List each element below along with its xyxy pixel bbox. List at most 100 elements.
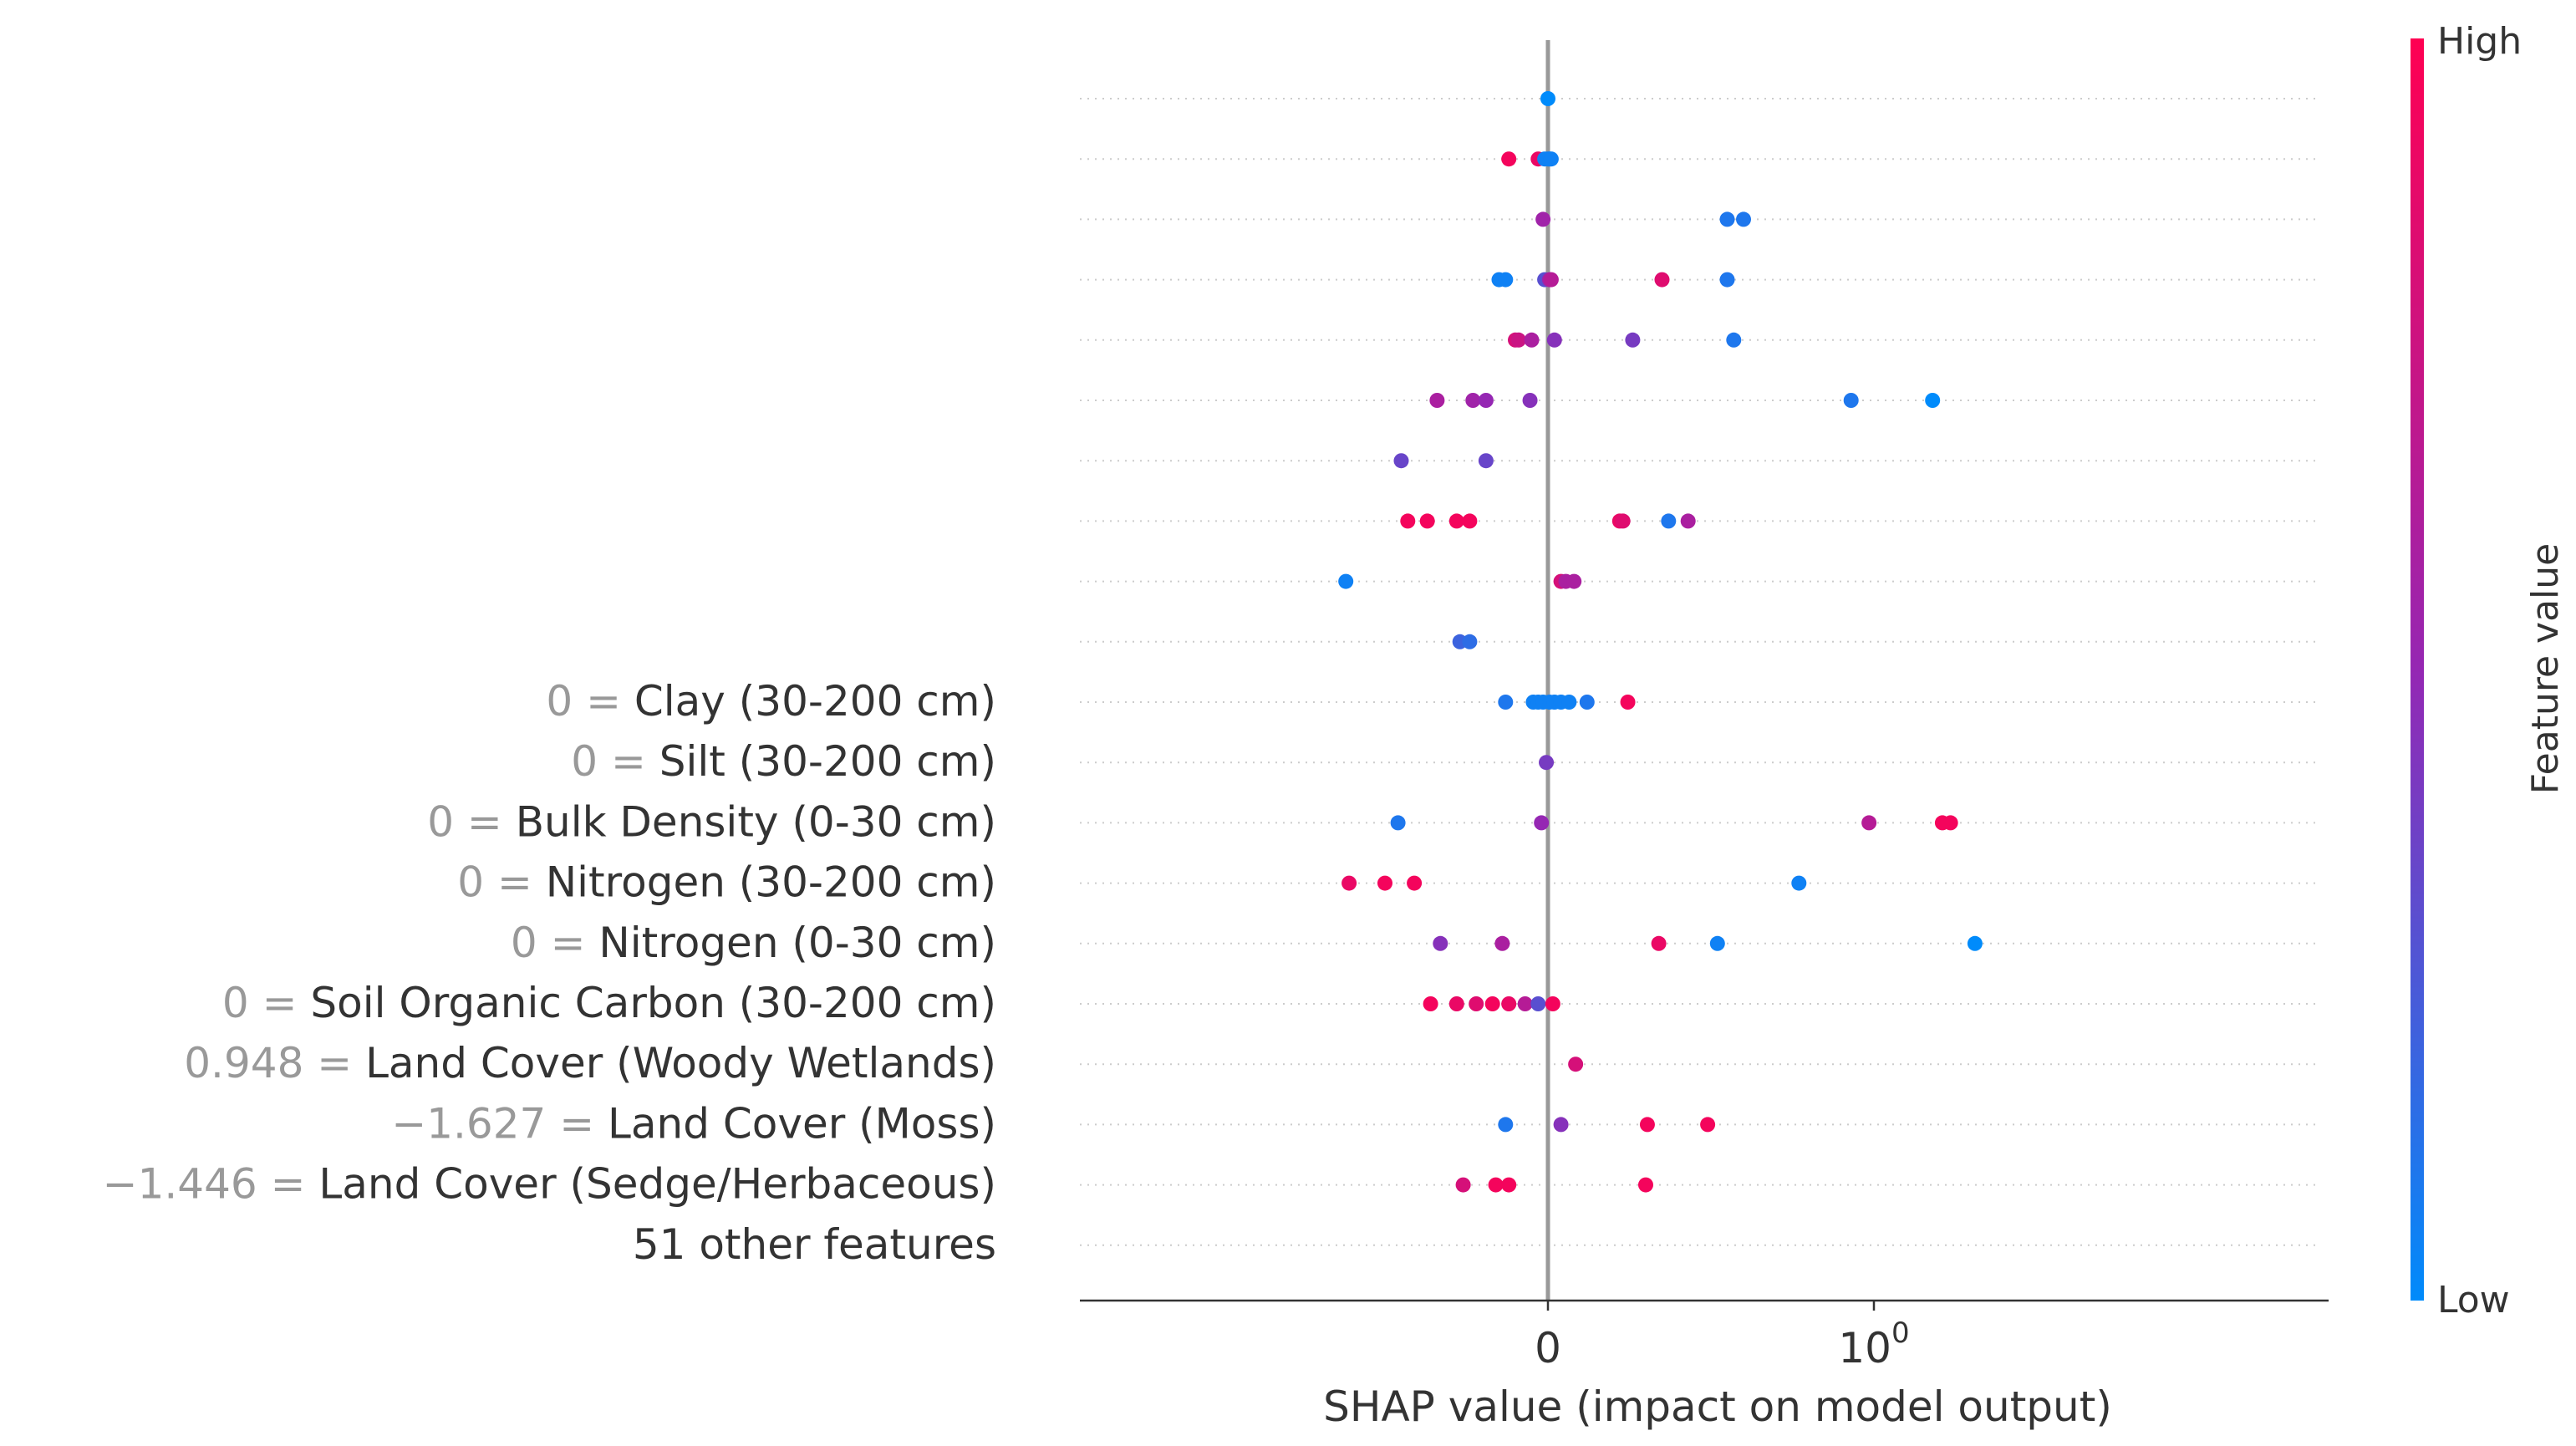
x-axis-label: SHAP value (impact on model output)	[1323, 1382, 2112, 1431]
feature-value: 0 =	[546, 677, 634, 726]
shap-point	[1462, 634, 1478, 649]
shap-point	[1546, 332, 1562, 348]
shap-point	[1484, 996, 1500, 1011]
shap-point	[1615, 513, 1631, 529]
feature-value: 0 =	[222, 979, 311, 1027]
colorbar-low-label: Low	[2437, 1279, 2510, 1321]
colorbar-title: Feature value	[2524, 543, 2567, 794]
feature-value: 0 =	[457, 858, 546, 907]
feature-label: 0 = Soil Organic Carbon (30-200 cm)	[222, 979, 996, 1027]
colorbar: High Low Feature value	[2411, 20, 2567, 1321]
feature-name: Nitrogen (30-200 cm)	[546, 858, 996, 907]
shap-point	[1736, 211, 1751, 227]
shap-point	[1448, 513, 1464, 529]
feature-value: −1.627 =	[391, 1099, 608, 1148]
shap-point	[1540, 91, 1555, 106]
feature-name: Land Cover (Woody Wetlands)	[365, 1039, 996, 1087]
shap-point	[1539, 755, 1555, 771]
feature-label: −1.446 = Land Cover (Sedge/Herbaceous)	[103, 1160, 996, 1209]
shap-point	[1423, 996, 1438, 1011]
shap-point	[1654, 272, 1670, 288]
shap-point	[1543, 151, 1559, 167]
shap-point	[1498, 1117, 1514, 1133]
shap-point	[1524, 332, 1540, 348]
row-gridlines	[1080, 98, 2320, 1246]
shap-point	[1535, 211, 1551, 227]
shap-point	[1651, 935, 1667, 951]
feature-name: Land Cover (Moss)	[608, 1099, 996, 1148]
shap-point	[1498, 272, 1514, 288]
shap-point	[1465, 393, 1481, 408]
shap-point	[1338, 573, 1354, 589]
colorbar-high-label: High	[2437, 20, 2522, 63]
feature-value: 0 =	[511, 919, 599, 967]
shap-point	[1561, 695, 1577, 710]
shap-point	[1661, 513, 1677, 529]
shap-point	[1478, 393, 1494, 408]
shap-point	[1517, 996, 1533, 1011]
shap-point	[1553, 1117, 1569, 1133]
shap-point	[1925, 393, 1941, 408]
shap-point	[1568, 1056, 1584, 1072]
shap-point	[1967, 935, 1983, 951]
feature-name: Silt (30-200 cm)	[659, 737, 996, 786]
x-tick-exponent: 0	[1891, 1316, 1910, 1350]
shap-point	[1494, 935, 1510, 951]
shap-point	[1448, 996, 1464, 1011]
feature-label: −1.627 = Land Cover (Moss)	[391, 1099, 996, 1148]
shap-point	[1709, 935, 1725, 951]
shap-point	[1377, 875, 1392, 891]
shap-point	[1726, 332, 1742, 348]
feature-label: 0 = Clay (30-200 cm)	[546, 677, 996, 726]
feature-value: −1.446 =	[103, 1160, 319, 1209]
shap-point	[1522, 393, 1538, 408]
shap-point	[1843, 393, 1859, 408]
shap-point	[1639, 1117, 1655, 1133]
shap-point	[1462, 513, 1478, 529]
shap-point	[1400, 513, 1416, 529]
shap-point	[1700, 1117, 1716, 1133]
feature-value: 0.948 =	[184, 1039, 365, 1087]
shap-point	[1942, 815, 1958, 831]
shap-point	[1579, 695, 1595, 710]
shap-point	[1534, 815, 1550, 831]
shap-point	[1433, 935, 1448, 951]
x-ticks: 0 100	[1535, 1301, 1910, 1372]
shap-point	[1469, 996, 1484, 1011]
feature-label: 0 = Bulk Density (0-30 cm)	[427, 797, 996, 846]
shap-point	[1543, 272, 1559, 288]
feature-name: Nitrogen (0-30 cm)	[598, 919, 996, 967]
shap-point	[1455, 1177, 1471, 1193]
x-axis: 0 100 SHAP value (impact on model output)	[1080, 1299, 2329, 1431]
feature-label: 0 = Nitrogen (30-200 cm)	[457, 858, 996, 907]
shap-point	[1393, 453, 1409, 469]
shap-point	[1625, 332, 1641, 348]
shap-point	[1501, 151, 1517, 167]
shap-point	[1501, 996, 1517, 1011]
feature-value: 0 =	[571, 737, 659, 786]
feature-name: Land Cover (Sedge/Herbaceous)	[318, 1160, 996, 1209]
shap-point	[1510, 332, 1526, 348]
feature-value: 0 =	[427, 797, 516, 846]
shap-point	[1680, 513, 1696, 529]
shap-point	[1719, 211, 1735, 227]
feature-label: 0.948 = Land Cover (Woody Wetlands)	[184, 1039, 996, 1087]
x-tick-label: 0	[1535, 1324, 1561, 1372]
feature-label: 0 = Nitrogen (0-30 cm)	[511, 919, 996, 967]
shap-point	[1419, 513, 1435, 529]
shap-points	[1338, 91, 1983, 1193]
feature-name: 51 other features	[633, 1220, 996, 1269]
shap-point	[1861, 815, 1877, 831]
shap-point	[1407, 875, 1423, 891]
shap-point	[1498, 695, 1514, 710]
shap-point	[1390, 815, 1406, 831]
shap-point	[1530, 996, 1546, 1011]
shap-point	[1638, 1177, 1653, 1193]
shap-point	[1719, 272, 1735, 288]
shap-point	[1501, 1177, 1517, 1193]
shap-point	[1620, 695, 1636, 710]
feature-name: Soil Organic Carbon (30-200 cm)	[310, 979, 996, 1027]
colorbar-gradient	[2411, 38, 2424, 1301]
shap-point	[1478, 453, 1494, 469]
feature-name: Bulk Density (0-30 cm)	[516, 797, 996, 846]
